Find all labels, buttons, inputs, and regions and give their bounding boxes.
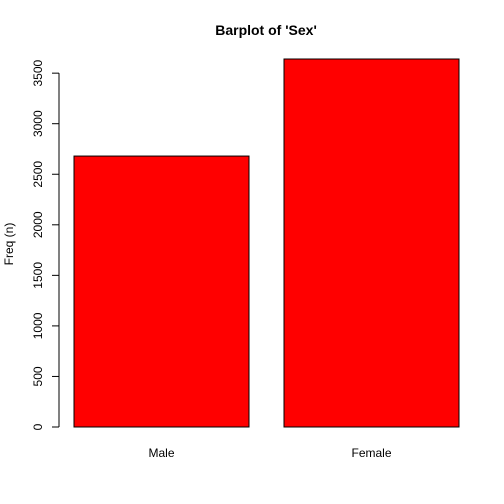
x-tick-label-male: Male	[148, 446, 174, 460]
y-axis: 0 500 1000 1500 2000 2500 3000 3500	[31, 59, 60, 430]
chart-title: Barplot of 'Sex'	[215, 22, 317, 38]
bar-male	[73, 155, 250, 428]
y-tick-label: 1500	[31, 262, 45, 289]
x-tick-label-female: Female	[351, 446, 391, 460]
y-tick-label: 3000	[31, 110, 45, 137]
y-tick-label: 500	[31, 366, 45, 386]
y-tick-label: 3500	[31, 59, 45, 86]
bar-female	[283, 58, 460, 428]
y-tick-label: 0	[31, 423, 45, 430]
bars-group	[73, 58, 460, 428]
y-tick-label: 2500	[31, 161, 45, 188]
y-tick-label: 1000	[31, 312, 45, 339]
y-tick-label: 2000	[31, 211, 45, 238]
y-axis-label: Freq (n)	[2, 223, 16, 266]
x-axis-labels: Male Female	[148, 446, 391, 460]
